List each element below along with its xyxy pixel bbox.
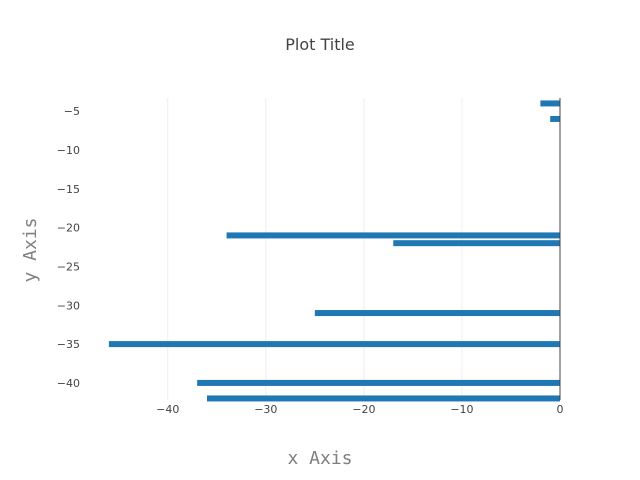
x-tick-label: 0 <box>557 403 564 416</box>
bar <box>550 115 560 122</box>
axes: −40 −30 −20 −10 0 −5 −10 −15 −20 −25 −30 −35 −40 <box>57 98 564 416</box>
x-tick-label: −40 <box>156 403 179 416</box>
y-tick-label: −5 <box>64 105 80 118</box>
bar <box>206 395 560 402</box>
bar <box>226 232 561 239</box>
plot-title: Plot Title <box>285 35 355 54</box>
bar <box>393 240 560 247</box>
y-tick-label: −25 <box>57 260 80 273</box>
bar <box>197 379 560 386</box>
x-tick-label: −20 <box>352 403 375 416</box>
y-tick-label: −35 <box>57 338 80 351</box>
bar <box>314 310 560 317</box>
x-axis-title: x Axis <box>287 448 352 469</box>
y-tick-label: −15 <box>57 183 80 196</box>
x-tick-label: −10 <box>450 403 473 416</box>
bar <box>108 341 560 348</box>
bar <box>540 100 560 107</box>
x-tick-label: −30 <box>254 403 277 416</box>
bars <box>108 100 561 402</box>
y-tick-label: −40 <box>57 377 80 390</box>
y-tick-label: −10 <box>57 144 80 157</box>
y-tick-label: −20 <box>57 222 80 235</box>
y-tick-label: −30 <box>57 299 80 312</box>
y-axis-title: y Axis <box>20 217 41 282</box>
gridlines <box>167 98 463 400</box>
